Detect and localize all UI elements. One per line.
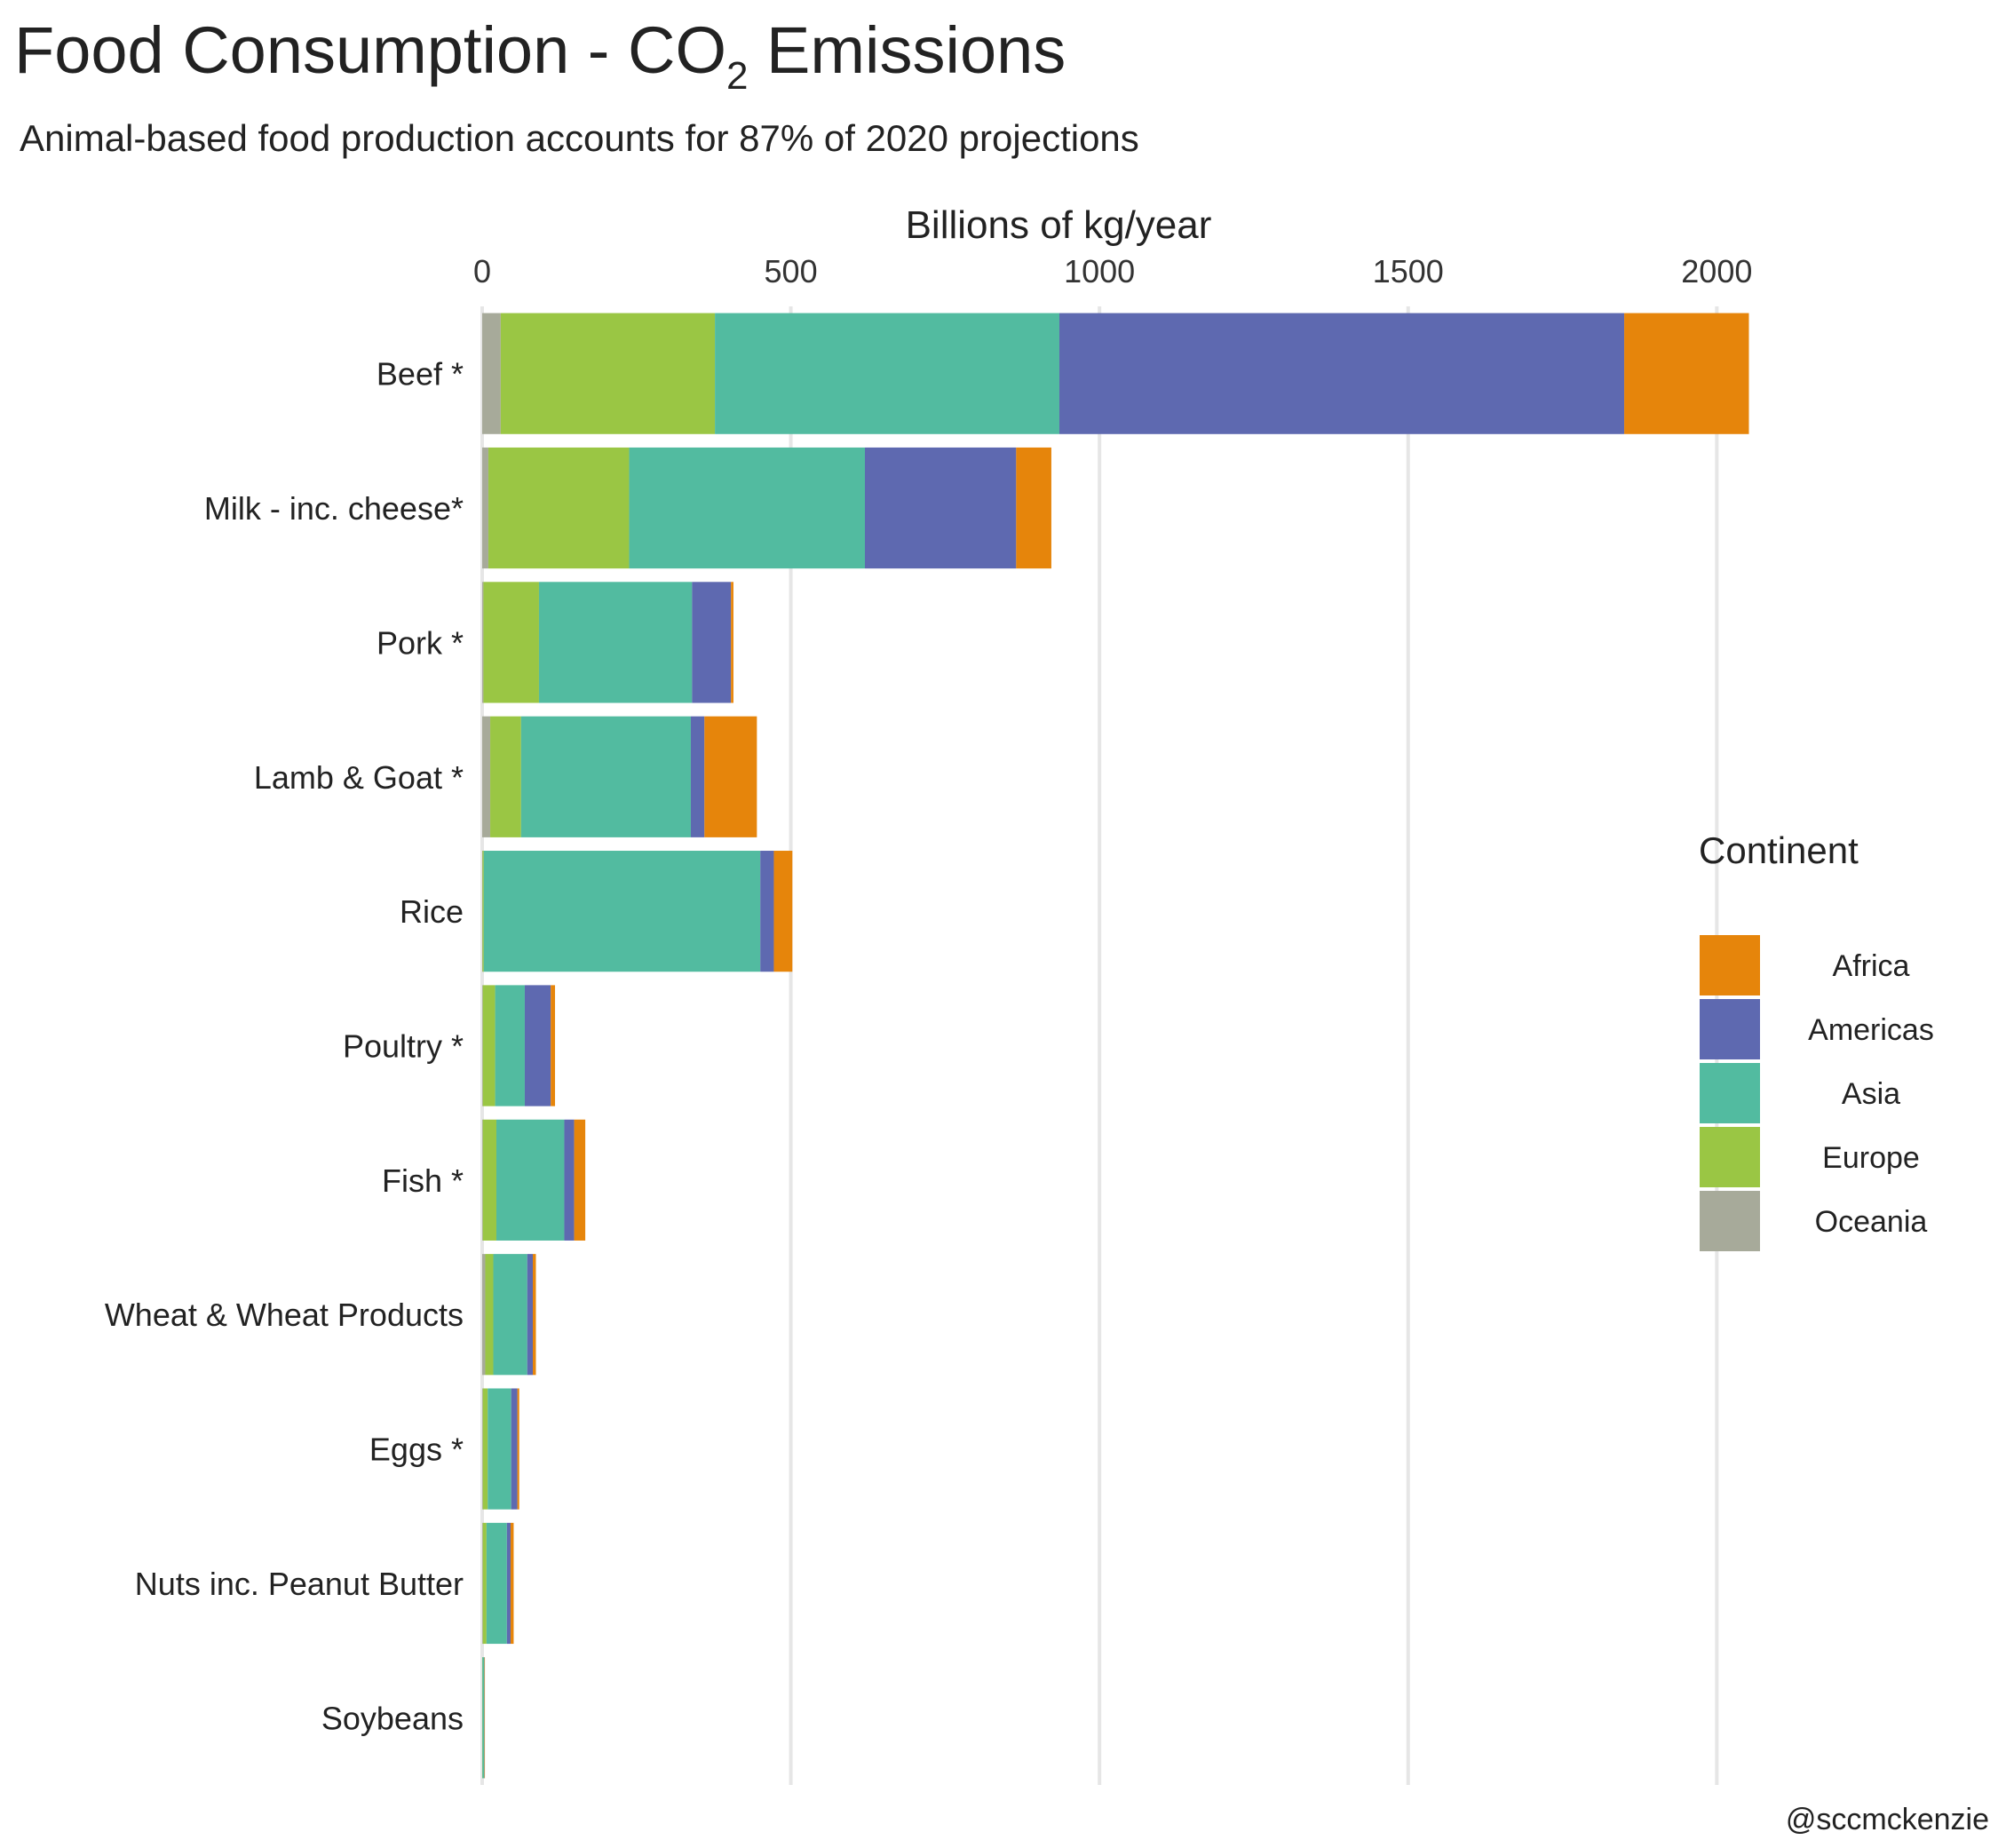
- bar-africa-1: [1016, 447, 1051, 569]
- bar-oceania-4: [482, 851, 483, 972]
- bar-oceania-2: [482, 582, 484, 703]
- bar-asia-8: [488, 1388, 511, 1510]
- bar-oceania-0: [482, 313, 501, 434]
- bar-oceania-9: [482, 1522, 483, 1645]
- bar-americas-2: [692, 582, 732, 703]
- legend-swatch-americas: [1700, 999, 1760, 1059]
- category-label-9: Nuts inc. Peanut Butter: [135, 1566, 464, 1602]
- bar-asia-7: [493, 1254, 527, 1376]
- bar-oceania-3: [482, 716, 491, 837]
- x-axis-ticks: 0 500 1000 1500 2000: [473, 253, 1752, 289]
- bar-americas-4: [760, 851, 774, 972]
- legend-swatch-africa: [1700, 935, 1760, 995]
- chart-subtitle: Animal-based food production accounts fo…: [20, 117, 1139, 159]
- chart-title: Food Consumption - CO2 Emissions: [14, 13, 1066, 98]
- bar-oceania-7: [482, 1254, 486, 1376]
- x-tick-label-1000: 1000: [1064, 253, 1135, 289]
- bar-asia-1: [629, 447, 866, 569]
- x-tick-label-1500: 1500: [1373, 253, 1444, 289]
- bar-europe-4: [482, 851, 484, 972]
- category-label-10: Soybeans: [321, 1700, 464, 1736]
- category-label-5: Poultry *: [343, 1028, 464, 1065]
- bar-europe-0: [500, 313, 716, 434]
- bar-americas-6: [564, 1119, 575, 1241]
- bar-europe-9: [482, 1522, 487, 1645]
- bar-europe-8: [482, 1388, 488, 1510]
- bar-americas-1: [865, 447, 1017, 569]
- bar-europe-1: [488, 447, 630, 569]
- bar-oceania-8: [482, 1388, 483, 1510]
- legend-label-asia: Asia: [1842, 1077, 1900, 1111]
- legend-label-oceania: Oceania: [1815, 1205, 1928, 1239]
- x-tick-label-2000: 2000: [1681, 253, 1752, 289]
- category-label-3: Lamb & Goat *: [254, 759, 464, 796]
- title-subscript: 2: [726, 54, 748, 98]
- legend-label-americas: Americas: [1808, 1013, 1934, 1047]
- category-label-8: Eggs *: [369, 1432, 464, 1468]
- bar-americas-8: [511, 1388, 518, 1510]
- bar-africa-9: [510, 1522, 514, 1645]
- category-label-4: Rice: [400, 893, 464, 930]
- bar-europe-7: [485, 1254, 494, 1376]
- category-label-6: Fish *: [382, 1162, 464, 1199]
- bar-europe-5: [482, 985, 496, 1106]
- bar-americas-5: [524, 985, 551, 1106]
- x-axis-title: Billions of kg/year: [906, 203, 1212, 247]
- bar-europe-6: [482, 1119, 496, 1241]
- category-label-2: Pork *: [377, 624, 464, 661]
- bar-americas-9: [506, 1522, 511, 1645]
- bar-oceania-6: [482, 1119, 483, 1241]
- legend-title: Continent: [1699, 829, 1859, 871]
- bar-africa-2: [731, 582, 733, 703]
- bar-asia-5: [495, 985, 525, 1106]
- bar-oceania-1: [482, 447, 488, 569]
- legend-label-europe: Europe: [1822, 1141, 1920, 1175]
- category-label-7: Wheat & Wheat Products: [105, 1297, 464, 1333]
- bar-europe-3: [490, 716, 521, 837]
- bar-asia-6: [496, 1119, 565, 1241]
- bar-oceania-5: [482, 985, 483, 1106]
- bar-americas-0: [1058, 313, 1625, 434]
- bar-asia-0: [715, 313, 1059, 434]
- bar-asia-4: [483, 851, 761, 972]
- category-label-1: Milk - inc. cheese*: [204, 490, 464, 527]
- x-tick-label-500: 500: [765, 253, 818, 289]
- legend-swatch-asia: [1700, 1063, 1760, 1123]
- bar-africa-6: [574, 1119, 586, 1241]
- caption: @sccmckenzie: [1786, 1803, 1989, 1836]
- bar-africa-0: [1624, 313, 1749, 434]
- bar-africa-10: [484, 1657, 486, 1779]
- bar-africa-5: [551, 985, 556, 1106]
- bar-americas-7: [527, 1254, 534, 1376]
- bar-europe-2: [483, 582, 539, 703]
- category-labels: Beef * Milk - inc. cheese* Pork * Lamb & Go…: [105, 356, 464, 1737]
- bar-asia-9: [486, 1522, 507, 1645]
- bar-asia-10: [482, 1657, 485, 1779]
- legend-swatch-oceania: [1700, 1191, 1760, 1251]
- bar-africa-3: [704, 716, 757, 837]
- bar-asia-3: [520, 716, 691, 837]
- legend-label-africa: Africa: [1833, 949, 1910, 983]
- bar-africa-7: [533, 1254, 536, 1376]
- legend-swatch-europe: [1700, 1127, 1760, 1187]
- x-tick-label-0: 0: [473, 253, 491, 289]
- bar-africa-8: [517, 1388, 519, 1510]
- category-label-0: Beef *: [377, 356, 464, 393]
- bar-americas-3: [690, 716, 705, 837]
- bars: [482, 313, 1749, 1779]
- bar-asia-2: [538, 582, 693, 703]
- bar-africa-4: [773, 851, 793, 972]
- legend: Continent Africa Americas Asia Europe Oceani…: [1699, 829, 1934, 1251]
